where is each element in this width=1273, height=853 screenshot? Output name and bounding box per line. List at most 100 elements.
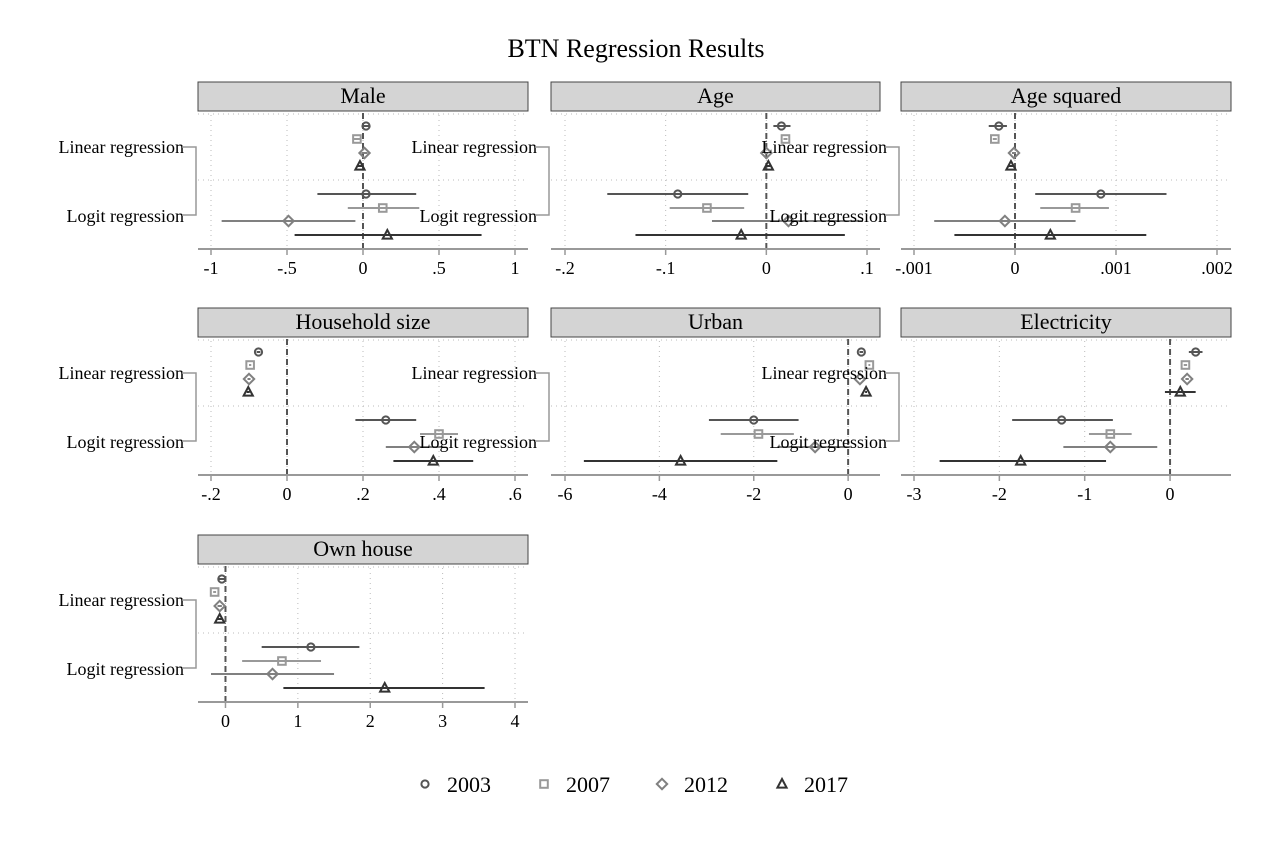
x-tick-label: -1 (1077, 484, 1092, 504)
panel-age-squared: Age squared -.001 0 .001 .002 Linear regressi… (762, 81, 1233, 278)
x-tick-label: .001 (1100, 258, 1132, 278)
row-bracket (182, 146, 197, 216)
panel-title: Electricity (1020, 309, 1112, 334)
x-tick-label: -.5 (277, 258, 297, 278)
point-2012-linear (242, 372, 256, 386)
row-label-logit: Logit regression (67, 432, 184, 452)
point-2012-logit (407, 440, 421, 454)
panel-title: Household size (295, 309, 430, 334)
row-bracket (535, 372, 550, 442)
point-2012-logit (281, 214, 296, 228)
point-2007-logit (1105, 429, 1116, 439)
point-2007-linear (209, 587, 220, 597)
panel-header (197, 534, 529, 565)
legend: 2003 2007 2012 2017 (420, 772, 848, 797)
row-label-linear: Linear regression (412, 137, 537, 157)
x-tick-label: -.2 (201, 484, 221, 504)
x-tick-label: 1 (511, 258, 520, 278)
point-2012-logit (265, 667, 280, 681)
row-label-linear: Linear regression (59, 137, 184, 157)
legend-marker-2003 (420, 779, 430, 789)
point-2007-logit (753, 429, 764, 439)
point-2003-linear (856, 347, 866, 357)
x-tick-label: 3 (438, 711, 447, 731)
point-2007-logit (1070, 203, 1081, 213)
point-2012-logit (781, 214, 796, 228)
row-label-logit: Logit regression (67, 206, 184, 226)
panel-header (900, 81, 1232, 112)
legend-marker-2007 (539, 779, 549, 789)
x-tick-label: -2 (992, 484, 1007, 504)
x-tick-label: .5 (432, 258, 446, 278)
x-tick-label: -.001 (895, 258, 933, 278)
panel-header (550, 81, 881, 112)
panel-age: Age -.2 -.1 0 .1 Linear regression Logit regre… (412, 81, 881, 278)
legend-item-2007: 2007 (539, 772, 610, 797)
legend-label-2007: 2007 (566, 772, 610, 797)
panel-header (550, 307, 881, 338)
point-2012-linear (853, 372, 867, 386)
x-tick-label: 0 (359, 258, 368, 278)
point-2007-logit (434, 429, 444, 439)
point-2012-logit (998, 214, 1012, 228)
x-tick-label: -.1 (656, 258, 676, 278)
x-tick-label: -6 (558, 484, 573, 504)
point-2012-linear (759, 146, 773, 160)
point-2003-logit (381, 415, 391, 425)
panel-household-size: Household size -.2 0 .2 .4 .6 Linear regressio… (59, 307, 529, 504)
point-2007-logit (702, 203, 712, 213)
point-2012-logit (1103, 440, 1117, 454)
point-2003-linear (217, 574, 227, 584)
legend-item-2017: 2017 (775, 772, 848, 797)
x-tick-label: -4 (652, 484, 667, 504)
point-2017-logit (427, 453, 440, 466)
x-tick-label: -2 (746, 484, 761, 504)
x-tick-label: 0 (283, 484, 292, 504)
point-2003-logit (306, 642, 316, 652)
point-2007-linear (352, 134, 362, 144)
row-bracket (182, 599, 197, 669)
x-tick-label: .1 (860, 258, 874, 278)
point-2003-linear (361, 121, 371, 131)
row-bracket (182, 372, 197, 442)
x-tick-label: 0 (844, 484, 853, 504)
x-tick-label: 0 (221, 711, 230, 731)
panel-header (197, 307, 529, 338)
point-2012-logit (808, 440, 822, 454)
point-2007-linear (1180, 360, 1191, 370)
row-label-linear: Linear regression (762, 363, 887, 383)
panel-title: Age (697, 83, 734, 108)
point-2007-linear (864, 360, 875, 370)
x-tick-label: -.2 (555, 258, 575, 278)
row-label-linear: Linear regression (412, 363, 537, 383)
x-tick-label: -1 (204, 258, 219, 278)
x-tick-label: .002 (1201, 258, 1233, 278)
row-label-logit: Logit regression (420, 206, 537, 226)
row-label-linear: Linear regression (59, 590, 184, 610)
point-2017-logit (381, 227, 394, 240)
legend-label-2012: 2012 (684, 772, 728, 797)
point-2007-linear (780, 134, 791, 144)
point-2017-logit (1014, 453, 1027, 466)
point-2012-linear (1180, 372, 1194, 386)
point-2017-logit (378, 680, 391, 693)
legend-marker-2012 (655, 777, 669, 791)
row-label-logit: Logit regression (420, 432, 537, 452)
point-2017-linear (859, 384, 873, 397)
point-2007-linear (245, 360, 255, 370)
row-label-logit: Logit regression (67, 659, 184, 679)
point-2003-logit (673, 189, 683, 199)
panel-title: Age squared (1011, 83, 1122, 108)
point-2003-linear (994, 121, 1004, 131)
point-2003-linear (776, 121, 787, 131)
panel-male: Male -1 -.5 0 .5 1 Linear regression Logit regr… (59, 81, 529, 278)
panel-title: Own house (313, 536, 413, 561)
legend-marker-2017 (775, 776, 789, 789)
panel-title: Urban (688, 309, 743, 334)
point-2007-logit (377, 203, 388, 213)
row-label-logit: Logit regression (770, 432, 887, 452)
point-2003-logit (1096, 189, 1106, 199)
x-tick-label: .4 (432, 484, 446, 504)
point-2017-linear (1004, 158, 1018, 171)
